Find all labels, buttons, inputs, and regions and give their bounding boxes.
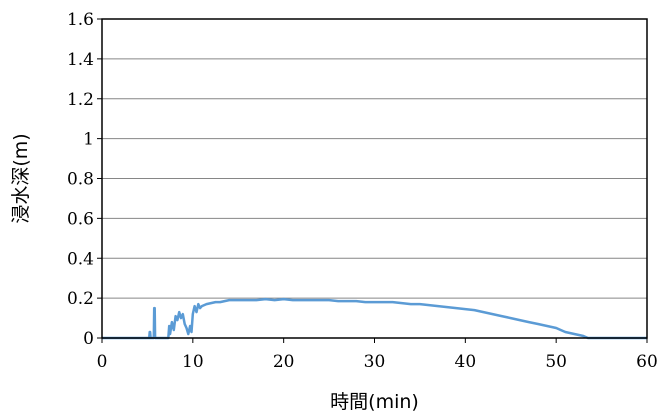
y-tick-label: 0.4	[67, 249, 94, 269]
x-tick-label: 30	[364, 352, 386, 372]
y-tick-label: 0.2	[67, 289, 94, 309]
y-tick-label: 0	[83, 329, 94, 349]
y-axis-ticks: 0 0.2 0.4 0.6 0.8 1 1.2 1.4 1.6	[67, 10, 102, 349]
x-tick-label: 20	[273, 352, 295, 372]
y-tick-label: 0.6	[67, 209, 94, 229]
y-tick-label: 1.2	[67, 90, 94, 110]
series-layer	[102, 297, 647, 340]
y-tick-label: 1.4	[67, 50, 94, 70]
grid-lines	[102, 58, 647, 299]
x-tick-label: 0	[97, 352, 108, 372]
series-line	[102, 297, 647, 340]
y-axis-title: 浸水深(m)	[10, 133, 32, 223]
x-tick-label: 50	[545, 352, 567, 372]
x-tick-label: 40	[455, 352, 477, 372]
x-axis-ticks: 0 10 20 30 40 50 60	[97, 338, 658, 372]
x-axis-title: 時間(min)	[330, 391, 419, 413]
x-tick-label: 60	[636, 352, 658, 372]
x-tick-label: 10	[182, 352, 204, 372]
y-tick-label: 0.8	[67, 170, 94, 190]
y-tick-label: 1.6	[67, 10, 94, 30]
y-tick-label: 1	[83, 130, 94, 150]
